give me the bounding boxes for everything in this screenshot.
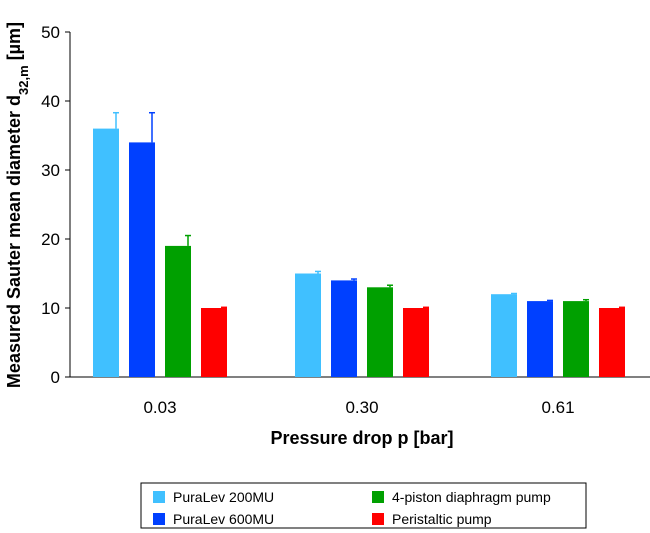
bar (165, 245, 191, 377)
legend-box (140, 482, 587, 529)
legend-swatch (153, 491, 165, 503)
legend-label: Peristaltic pump (392, 511, 492, 527)
y-tick-label: 0 (51, 368, 60, 387)
y-tick-label: 10 (41, 299, 60, 318)
bar (403, 308, 429, 377)
x-tick-label: 0.61 (541, 398, 574, 417)
x-axis-title: Pressure drop p [bar] (270, 428, 453, 448)
bar (129, 142, 155, 377)
x-tick-label: 0.03 (143, 398, 176, 417)
bar (295, 273, 321, 377)
y-axis-title: Measured Sauter mean diameter d32,m [µm] (4, 22, 31, 388)
y-axis-title-unit: [µm] (4, 22, 24, 65)
legend-label: PuraLev 600MU (173, 511, 274, 527)
legend-label: PuraLev 200MU (173, 489, 274, 505)
y-axis-title-subscript: 32,m (16, 65, 31, 95)
y-tick-label: 30 (41, 161, 60, 180)
bar (563, 301, 589, 377)
x-axis: 0.03 0.30 0.61 (143, 398, 574, 417)
bar (599, 308, 625, 377)
y-axis-title-main: Measured Sauter mean diameter d (4, 95, 24, 388)
bar (491, 294, 517, 377)
legend: PuraLev 200MU PuraLev 600MU 4-piston diaph… (140, 482, 587, 529)
y-tick-label: 40 (41, 92, 60, 111)
y-tick-label: 20 (41, 230, 60, 249)
bars (93, 111, 625, 377)
legend-swatch (153, 513, 165, 525)
bar (331, 280, 357, 377)
x-tick-label: 0.30 (345, 398, 378, 417)
bar (201, 308, 227, 377)
bar (93, 128, 119, 377)
bar (367, 287, 393, 377)
legend-swatch (372, 513, 384, 525)
bar (527, 301, 553, 377)
y-axis: 0 10 20 30 40 50 (41, 23, 70, 387)
y-tick-label: 50 (41, 23, 60, 42)
legend-label: 4-piston diaphragm pump (392, 489, 551, 505)
legend-swatch (372, 491, 384, 503)
